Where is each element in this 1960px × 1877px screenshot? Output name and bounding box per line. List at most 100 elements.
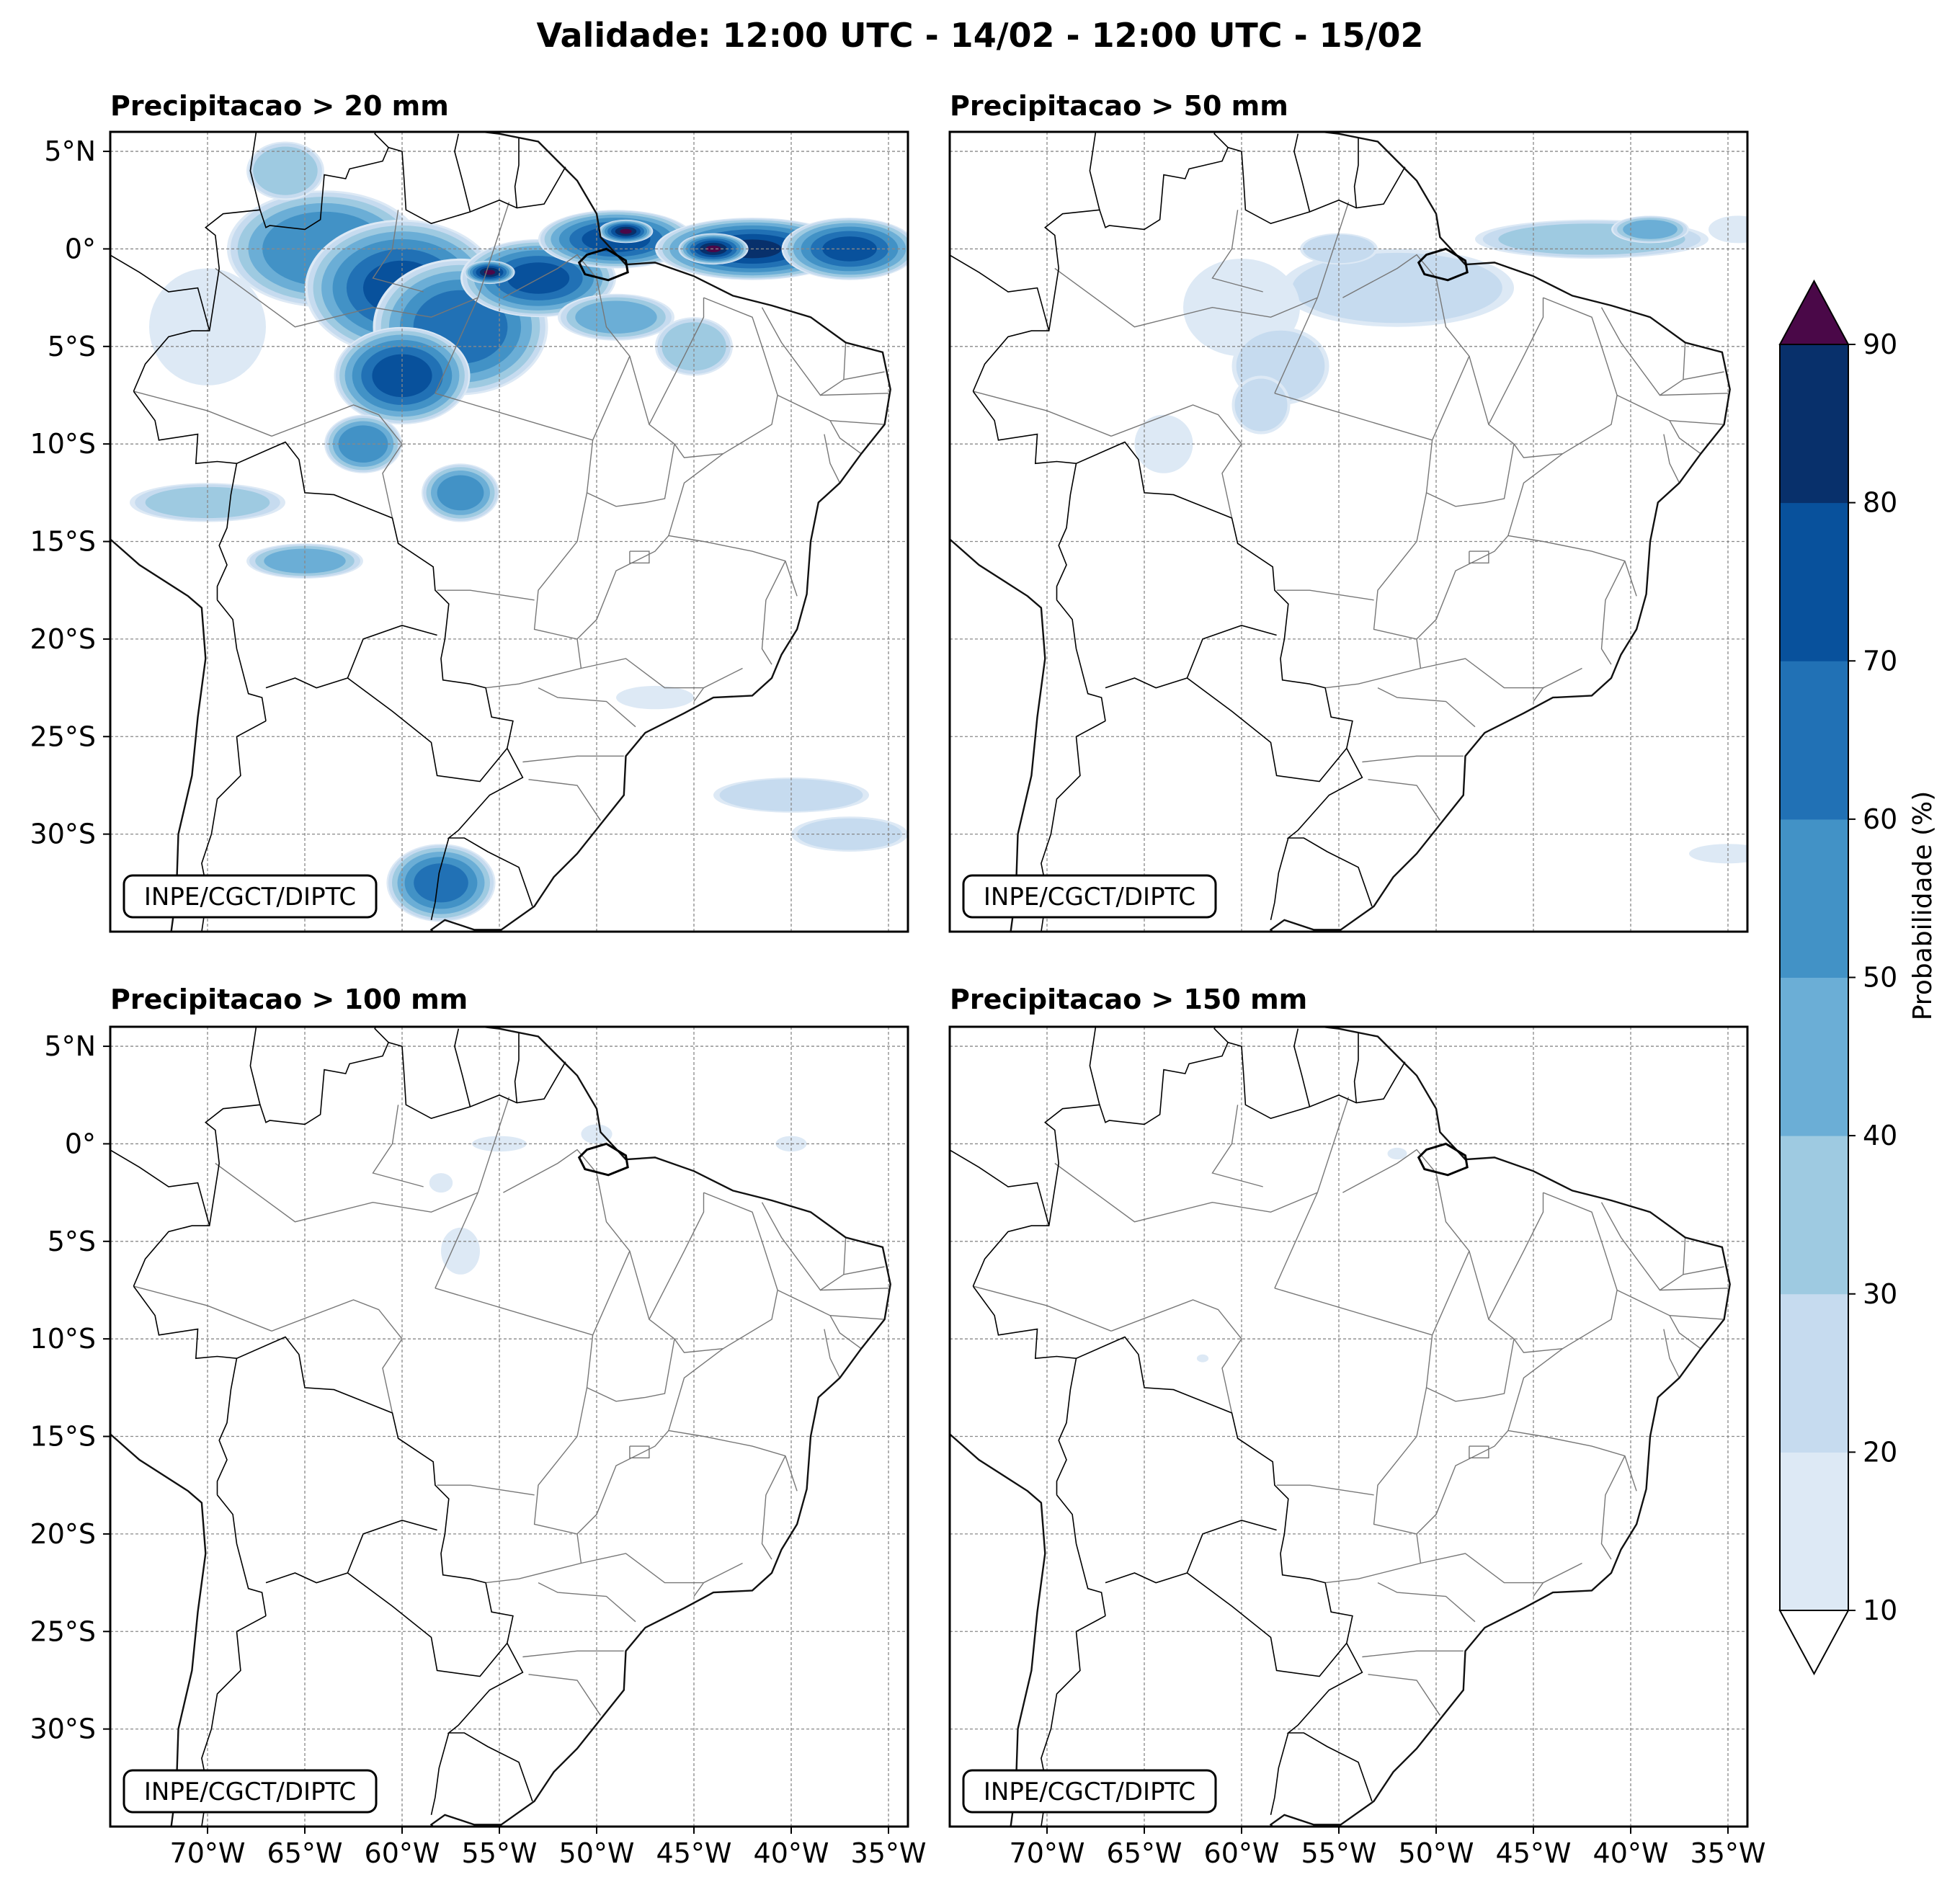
state-border: [528, 1674, 601, 1716]
federal-district-border: [629, 1445, 650, 1459]
state-border: [777, 394, 885, 425]
colorbar-under-arrow: [1778, 1610, 1850, 1676]
lat-tick-label: 5°N: [44, 1030, 96, 1062]
state-border: [435, 297, 478, 394]
coastline-pacific: [110, 1432, 207, 1827]
probability-blob: [1234, 378, 1288, 432]
lat-tick-label: 5°S: [48, 331, 96, 362]
state-border: [1616, 394, 1724, 425]
lon-tick-label: 50°W: [1399, 1837, 1474, 1869]
state-border: [437, 589, 535, 601]
colorbar-tick-label: 30: [1863, 1278, 1897, 1310]
country-border: [347, 677, 508, 783]
state-border: [1669, 1315, 1701, 1350]
state-border: [477, 202, 510, 298]
lon-tick-label: 45°W: [1496, 1837, 1572, 1869]
colorbar: Probabilidade (%) 10 20 30 40 50 60 70 80 90: [1778, 279, 1938, 1676]
country-border: [1186, 1572, 1348, 1677]
state-border: [1600, 561, 1626, 665]
state-border: [538, 687, 636, 728]
state-border: [1600, 1202, 1686, 1291]
country-border: [1213, 132, 1229, 148]
probability-blob: [414, 863, 468, 903]
coastline: [1269, 132, 1731, 932]
lat-tick-label: 30°S: [30, 819, 96, 850]
lat-tick-label: 25°S: [30, 1615, 96, 1647]
state-border: [1274, 297, 1318, 394]
country-border: [514, 1033, 520, 1103]
state-border: [372, 1105, 424, 1187]
state-border: [1054, 267, 1318, 328]
country-border: [1213, 1027, 1229, 1043]
state-border: [372, 210, 424, 293]
state-border: [1660, 393, 1729, 396]
coastline: [1269, 1027, 1731, 1827]
state-border: [271, 1299, 403, 1414]
country-border: [950, 1149, 1050, 1226]
lon-tick-label: 40°W: [754, 1837, 829, 1869]
lat-tick-label: 25°S: [30, 721, 96, 752]
state-border: [668, 1348, 798, 1492]
lat-tick-label: 30°S: [30, 1713, 96, 1745]
panel-frame-20mm: [109, 130, 909, 933]
probability-field: [429, 1124, 807, 1275]
panel-title-150mm: Precipitacao > 150 mm: [950, 984, 1307, 1015]
state-border: [1276, 589, 1374, 601]
state-border: [674, 1192, 778, 1353]
state-border: [486, 1334, 594, 1584]
colorbar-label: Probabilidade (%): [1908, 791, 1938, 1021]
state-border: [761, 307, 847, 396]
panel-frame-50mm: [948, 130, 1749, 933]
state-border: [1325, 440, 1433, 689]
state-border: [674, 297, 778, 458]
state-border: [1683, 371, 1724, 380]
state-border: [435, 1288, 593, 1336]
panel-title-50mm: Precipitacao > 50 mm: [950, 90, 1288, 122]
lon-tick-label: 60°W: [365, 1837, 440, 1869]
state-border: [1110, 404, 1242, 519]
country-border: [972, 1285, 1373, 1802]
state-border: [1362, 755, 1464, 763]
country-border: [7, 253, 107, 336]
country-border: [347, 1572, 508, 1677]
country-border: [1089, 1027, 1100, 1105]
panel-150mm: Precipitacao > 150 mm INPE/CGCT/DIPTC: [847, 984, 1749, 1828]
state-border: [1663, 1329, 1680, 1378]
country-border: [1089, 132, 1100, 210]
map-100mm: [110, 1027, 908, 1827]
country-border: [133, 146, 566, 392]
lat-tick-label: 5°S: [48, 1226, 96, 1257]
state-border: [437, 1484, 535, 1496]
country-border: [265, 1572, 348, 1584]
country-border: [249, 1027, 261, 1105]
country-border: [1293, 1028, 1311, 1107]
colorbar-tick-label: 50: [1863, 962, 1897, 994]
colorbar-over-arrow: [1778, 279, 1850, 345]
panel-20mm: Precipitacao > 20 mm INPE/CGCT/DIPTC: [7, 90, 909, 933]
lat-tick-label: 0°: [65, 233, 96, 264]
state-border: [215, 1162, 478, 1223]
state-border: [1416, 1430, 1509, 1535]
country-border: [216, 599, 267, 721]
state-border: [649, 1192, 705, 1320]
colorbar-swatch: [1780, 1136, 1848, 1295]
country-border: [1105, 1572, 1188, 1584]
state-border: [649, 298, 705, 425]
lon-tick-label: 60°W: [1204, 1837, 1280, 1869]
credit-box-20mm: INPE/CGCT/DIPTC: [122, 874, 378, 919]
lon-tick-label: 45°W: [656, 1837, 732, 1869]
country-border: [1186, 677, 1348, 783]
country-border: [216, 1494, 267, 1616]
colorbar-tick-label: 60: [1863, 803, 1897, 835]
country-border: [249, 132, 261, 210]
country-border: [430, 837, 450, 920]
state-border: [1616, 1289, 1724, 1320]
coastline: [429, 1027, 891, 1827]
country-border: [847, 1148, 946, 1231]
state-border: [1211, 1105, 1263, 1187]
probability-blob: [616, 685, 694, 710]
state-border: [1342, 1149, 1470, 1336]
state-border: [435, 1192, 478, 1289]
state-border: [587, 1251, 675, 1402]
